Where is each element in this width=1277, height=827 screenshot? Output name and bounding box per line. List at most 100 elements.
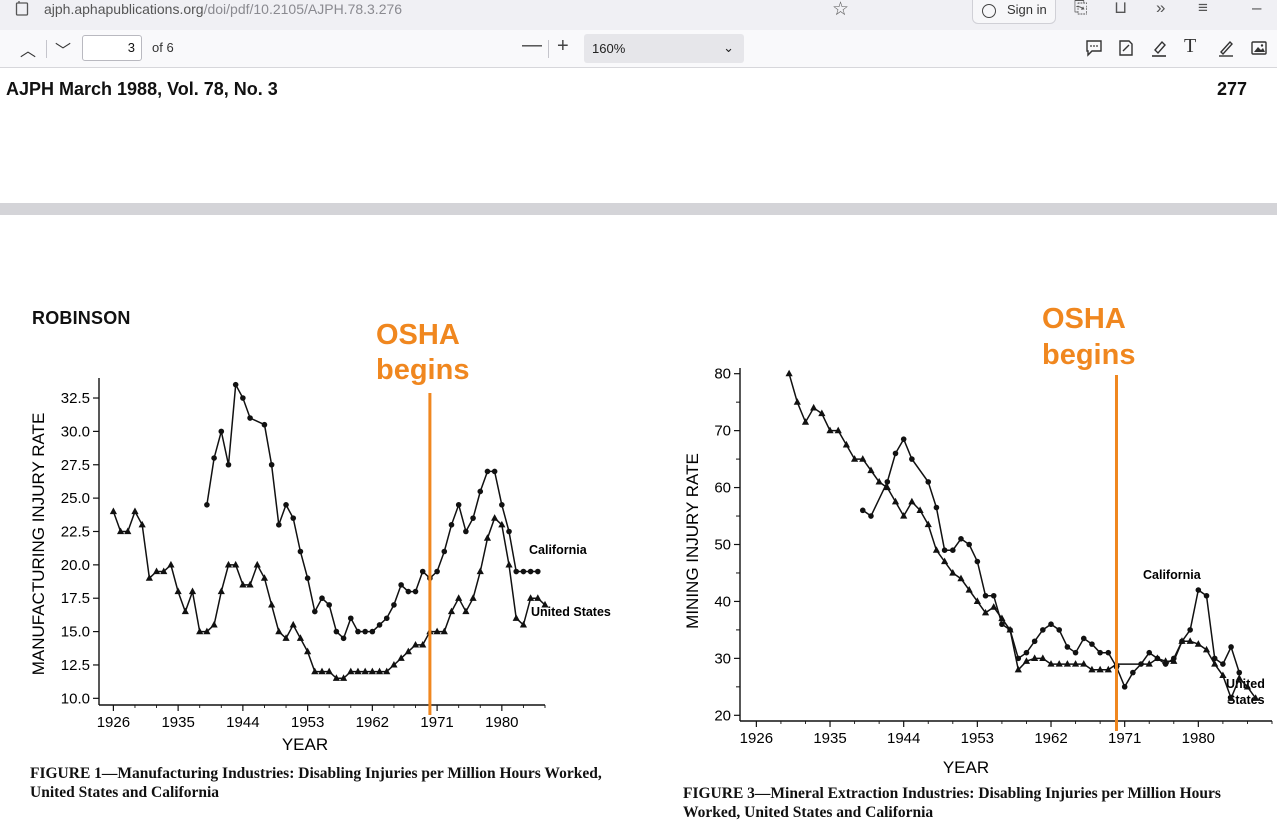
fig3-point — [867, 466, 875, 474]
fig1-series-california — [206, 382, 538, 640]
author-header: ROBINSON — [32, 308, 131, 328]
fig3-point — [1048, 621, 1054, 628]
fig3-point — [1130, 669, 1136, 676]
fig1-point — [218, 428, 225, 435]
fig3-point — [1243, 682, 1252, 690]
fig1-x-tick-label: 1971 — [420, 714, 453, 731]
url-path: /doi/pdf/10.2105/AJPH.78.3.276 — [203, 1, 403, 17]
fig3-point — [958, 536, 964, 542]
fig1-point — [312, 608, 318, 615]
fig1-point — [440, 627, 448, 635]
fig3-point — [1096, 665, 1104, 673]
fig3-point — [1063, 660, 1071, 667]
fig1-point — [318, 667, 326, 675]
fig3-point — [1153, 654, 1162, 661]
fig1-osha-label-2: begins — [376, 354, 469, 386]
fig1-osha-label-1: OSHA — [376, 319, 460, 351]
fig1-point — [361, 667, 369, 675]
highlight-icon[interactable] — [1150, 39, 1168, 57]
separator — [46, 40, 47, 58]
fig3-point — [801, 418, 810, 425]
fig1-point — [196, 627, 204, 635]
fig1-point — [383, 667, 391, 675]
fig1-point — [246, 580, 254, 588]
address-bar[interactable]: ajph.aphapublications.org/doi/pdf/10.210… — [44, 0, 402, 18]
zoom-value: 160% — [592, 41, 626, 56]
fig3-point — [1006, 625, 1014, 633]
zoom-select[interactable]: 160% ⌄ — [584, 34, 744, 63]
minimize-icon[interactable]: – — [1252, 0, 1262, 17]
fig3-point — [1195, 587, 1202, 593]
fig1-point — [325, 667, 333, 675]
fig3-y-tick-label: 20 — [714, 707, 731, 724]
page-info-icon[interactable] — [14, 1, 30, 17]
fig3-point — [1023, 649, 1030, 656]
page-number: 277 — [1216, 79, 1247, 99]
fig1-point — [297, 548, 304, 555]
comment-icon[interactable] — [1085, 39, 1103, 57]
pdf-page-previous: AJPH March 1988, Vol. 78, No. 3 277 — [0, 68, 1277, 203]
fig3-point — [1227, 694, 1235, 701]
fig1-point — [311, 667, 319, 675]
fig3-point — [834, 426, 842, 434]
fig1-series-united-states — [112, 509, 546, 680]
fig1-point — [398, 582, 404, 588]
fig3-point — [965, 586, 973, 593]
fig1-point — [535, 568, 541, 575]
fig1-point — [124, 527, 132, 535]
bookmark-star-icon[interactable]: ☆ — [832, 0, 850, 20]
fig1-point — [498, 520, 506, 528]
overflow-chevron-icon[interactable]: » — [1156, 0, 1166, 17]
zoom-in-icon[interactable]: + — [557, 35, 569, 57]
fig3-point — [1031, 654, 1039, 661]
fig3-point — [875, 477, 883, 485]
text-tool-icon[interactable]: T — [1184, 35, 1197, 57]
fig3-point — [933, 504, 940, 511]
fig3-point — [818, 409, 826, 417]
fig1-point — [211, 455, 217, 461]
sign-in-button[interactable]: Sign in — [972, 0, 1056, 24]
fig1-point — [333, 628, 340, 635]
fig1-point — [362, 628, 368, 635]
fig3-point — [1097, 649, 1103, 656]
fig1-point — [204, 501, 210, 508]
signature-icon[interactable] — [1117, 39, 1135, 57]
fig3-point — [1089, 641, 1095, 647]
figures-svg: YEAR MANUFACTURING INJURY RATE Californi… — [29, 303, 1273, 777]
fig3-point — [884, 479, 891, 485]
fig3-point — [793, 398, 801, 405]
fig3-point — [998, 614, 1006, 622]
sidebar-icon[interactable]: ⊔ — [1114, 0, 1128, 17]
fig1-point — [203, 627, 211, 635]
fig1-x-tick-label: 1935 — [161, 714, 194, 731]
menu-icon[interactable]: ≡ — [1198, 0, 1208, 17]
fig3-point — [1040, 627, 1046, 633]
pdf-viewer[interactable]: AJPH March 1988, Vol. 78, No. 3 277 ROBI… — [0, 68, 1277, 827]
page-number-input[interactable]: 3 — [82, 35, 142, 61]
fig1-point — [434, 568, 440, 575]
fig1-point — [462, 607, 470, 615]
fig1-point — [505, 560, 513, 568]
fig3-point — [1203, 592, 1210, 599]
fig1-point — [404, 647, 412, 655]
draw-icon[interactable] — [1217, 39, 1235, 57]
fig1-point — [405, 588, 412, 595]
extensions-icon[interactable]: ⎘ — [1074, 0, 1088, 17]
fig1-point — [304, 575, 311, 582]
fig1-point — [225, 461, 232, 468]
fig1-point — [289, 620, 297, 628]
zoom-out-icon[interactable]: — — [522, 34, 542, 56]
fig1-y-tick-label: 22.5 — [61, 523, 90, 540]
fig1-point — [138, 520, 146, 528]
fig3-osha-label-1: OSHA — [1042, 303, 1126, 335]
fig1-xlabel: YEAR — [282, 735, 328, 754]
fig1-point — [484, 468, 491, 475]
fig1-point — [340, 635, 347, 642]
fig3-osha-label-2: begins — [1042, 339, 1135, 371]
fig3-point — [1211, 655, 1218, 662]
fig1-point — [326, 602, 332, 608]
previous-page-icon[interactable]: ︿ — [20, 43, 37, 60]
fig1-point — [339, 674, 348, 681]
next-page-icon[interactable]: ﹀ — [55, 43, 72, 60]
image-icon[interactable] — [1250, 39, 1268, 57]
